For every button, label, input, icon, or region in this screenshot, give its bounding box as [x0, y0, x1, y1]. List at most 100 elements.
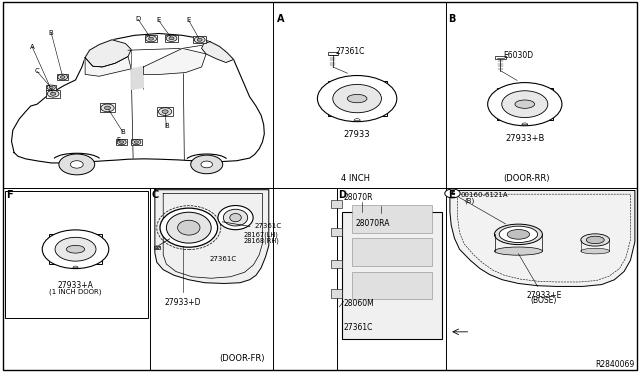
- Circle shape: [156, 247, 158, 248]
- Text: (DOOR-RR): (DOOR-RR): [504, 174, 550, 183]
- Circle shape: [369, 105, 383, 113]
- Bar: [154, 246, 160, 249]
- Bar: [131, 139, 141, 145]
- Polygon shape: [131, 67, 143, 89]
- Text: 27933+B: 27933+B: [505, 134, 545, 143]
- Circle shape: [195, 37, 205, 43]
- Bar: [193, 36, 206, 44]
- Text: 28070RA: 28070RA: [355, 219, 390, 228]
- Text: 27361C: 27361C: [344, 323, 373, 332]
- Polygon shape: [85, 40, 131, 67]
- Ellipse shape: [581, 248, 610, 254]
- Text: B: B: [448, 14, 456, 24]
- Text: F: F: [116, 137, 120, 142]
- Circle shape: [134, 141, 138, 143]
- Circle shape: [536, 110, 549, 118]
- Bar: [331, 228, 342, 236]
- Ellipse shape: [67, 246, 84, 253]
- FancyBboxPatch shape: [49, 234, 102, 264]
- Text: F: F: [6, 190, 13, 201]
- Text: B: B: [49, 30, 54, 36]
- Ellipse shape: [230, 214, 241, 222]
- Polygon shape: [143, 48, 206, 74]
- Text: 27933+E: 27933+E: [526, 291, 562, 300]
- Circle shape: [197, 38, 202, 41]
- Ellipse shape: [218, 205, 253, 230]
- Polygon shape: [85, 57, 131, 76]
- Text: A: A: [29, 44, 35, 49]
- Circle shape: [101, 104, 114, 112]
- Ellipse shape: [508, 230, 530, 239]
- Ellipse shape: [581, 234, 610, 246]
- Text: E6030D: E6030D: [504, 51, 534, 60]
- Circle shape: [191, 155, 223, 174]
- Text: (1 INCH DOOR): (1 INCH DOOR): [49, 288, 102, 295]
- Polygon shape: [12, 33, 264, 163]
- Circle shape: [60, 76, 65, 78]
- Bar: [5, 191, 148, 318]
- Circle shape: [369, 84, 383, 92]
- Bar: [47, 90, 60, 98]
- Bar: [100, 103, 115, 112]
- Circle shape: [502, 91, 548, 118]
- Circle shape: [162, 110, 168, 113]
- Circle shape: [86, 236, 99, 243]
- Text: B: B: [120, 129, 125, 135]
- Ellipse shape: [495, 224, 543, 245]
- Circle shape: [42, 230, 109, 269]
- Circle shape: [333, 84, 381, 113]
- Ellipse shape: [178, 220, 200, 235]
- Circle shape: [51, 92, 56, 95]
- Circle shape: [47, 90, 59, 97]
- Bar: [352, 238, 432, 266]
- Text: E: E: [448, 190, 454, 201]
- Text: D: D: [338, 190, 346, 201]
- Ellipse shape: [166, 212, 211, 243]
- Circle shape: [70, 161, 83, 168]
- Circle shape: [500, 90, 513, 98]
- Text: 27933+D: 27933+D: [164, 298, 202, 307]
- Wedge shape: [73, 266, 78, 267]
- Text: 28060M: 28060M: [344, 299, 374, 308]
- Bar: [145, 35, 157, 42]
- Bar: [157, 107, 173, 116]
- Circle shape: [58, 74, 68, 80]
- Bar: [328, 52, 338, 55]
- Circle shape: [332, 105, 346, 113]
- Text: (DOOR-FR): (DOOR-FR): [219, 354, 265, 363]
- Text: C: C: [152, 190, 159, 201]
- Circle shape: [52, 236, 65, 243]
- Circle shape: [49, 86, 53, 89]
- Polygon shape: [450, 190, 635, 286]
- Bar: [342, 212, 442, 339]
- Circle shape: [59, 154, 95, 175]
- Circle shape: [201, 161, 212, 168]
- Polygon shape: [155, 190, 269, 283]
- Bar: [331, 260, 342, 268]
- Text: 27933+A: 27933+A: [58, 281, 93, 290]
- Bar: [57, 74, 68, 80]
- Text: 27361C: 27361C: [336, 47, 365, 56]
- Text: E: E: [187, 17, 191, 23]
- Circle shape: [169, 37, 174, 40]
- Ellipse shape: [495, 247, 543, 255]
- Text: S: S: [450, 191, 455, 196]
- Text: D: D: [136, 16, 141, 22]
- Bar: [331, 289, 342, 298]
- Text: (B): (B): [464, 198, 474, 204]
- Wedge shape: [354, 119, 360, 121]
- Circle shape: [55, 237, 96, 261]
- Ellipse shape: [515, 100, 534, 108]
- FancyBboxPatch shape: [497, 88, 553, 120]
- Text: (BOSE): (BOSE): [531, 296, 557, 305]
- Text: 27361C: 27361C: [254, 223, 281, 229]
- Circle shape: [445, 189, 460, 198]
- Circle shape: [132, 140, 141, 145]
- Ellipse shape: [348, 94, 367, 103]
- Circle shape: [159, 108, 172, 115]
- Circle shape: [148, 37, 154, 40]
- Circle shape: [500, 110, 513, 118]
- Bar: [352, 272, 432, 299]
- Text: 00160-6121A: 00160-6121A: [461, 192, 508, 198]
- Text: 28168(RH): 28168(RH): [243, 238, 279, 244]
